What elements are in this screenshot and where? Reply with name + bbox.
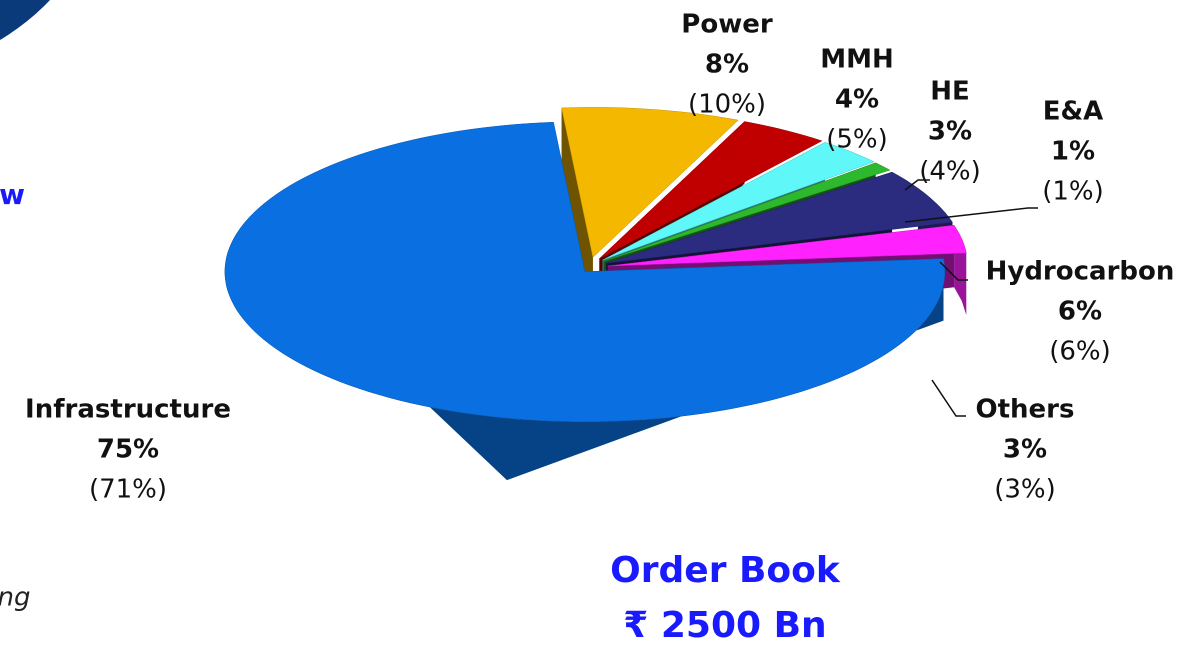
prior-value-label: (6%) bbox=[1049, 337, 1111, 367]
slice-cut bbox=[561, 107, 593, 320]
slice bbox=[603, 162, 891, 262]
slice bbox=[561, 107, 739, 258]
value-label: 75% bbox=[97, 435, 159, 465]
slice bbox=[607, 224, 967, 267]
leader-line bbox=[939, 261, 968, 281]
prior-value-label: (3%) bbox=[994, 475, 1056, 505]
category-label: E&A bbox=[1043, 97, 1104, 127]
category-label: Infrastructure bbox=[25, 395, 231, 425]
slice bbox=[602, 142, 875, 261]
category-label: Others bbox=[976, 395, 1075, 425]
category-label: Power bbox=[681, 10, 773, 40]
prior-value-label: (10%) bbox=[688, 90, 766, 120]
decor-circle bbox=[0, 0, 50, 40]
pie bbox=[224, 107, 967, 481]
slice-side bbox=[224, 196, 945, 481]
value-label: 3% bbox=[1003, 435, 1047, 465]
category-label: HE bbox=[930, 77, 970, 107]
category-label: Hydrocarbon bbox=[986, 257, 1175, 287]
slice bbox=[599, 121, 823, 259]
prior-value-label: (4%) bbox=[919, 157, 981, 187]
leader-line bbox=[904, 179, 930, 191]
prior-value-label: (5%) bbox=[826, 125, 888, 155]
category-label: MMH bbox=[820, 45, 894, 75]
value-label: 1% bbox=[1051, 137, 1095, 167]
leader-line bbox=[931, 379, 966, 417]
leader-line bbox=[904, 207, 1038, 223]
fragment-text: ng bbox=[0, 583, 30, 613]
value-label: 8% bbox=[705, 50, 749, 80]
chart-title: Order Book bbox=[610, 550, 841, 591]
value-label: 3% bbox=[928, 117, 972, 147]
slice bbox=[224, 121, 946, 422]
fragment-text: w bbox=[0, 178, 25, 211]
prior-value-label: (71%) bbox=[89, 475, 167, 505]
value-label: 4% bbox=[835, 85, 879, 115]
value-label: 6% bbox=[1058, 297, 1102, 327]
chart-title: ₹ 2500 Bn bbox=[623, 605, 826, 646]
prior-value-label: (1%) bbox=[1042, 177, 1104, 207]
